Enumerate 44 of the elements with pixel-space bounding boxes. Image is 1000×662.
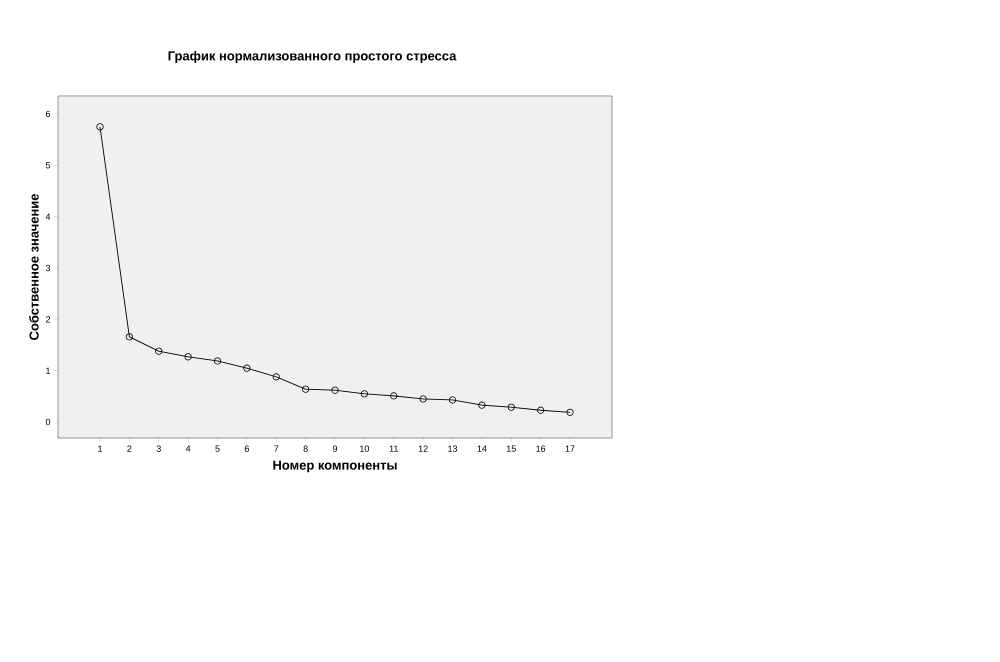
point — [243, 364, 250, 372]
x-tick-label: 11 — [390, 446, 398, 452]
x-tick-label: 9 — [332, 446, 338, 452]
x-tick-label: 17 — [566, 446, 575, 452]
y-tick-label: 5 — [46, 162, 50, 168]
point — [184, 353, 192, 360]
x-tick-label: 10 — [360, 446, 370, 452]
y-tick-label: 2 — [46, 316, 50, 322]
point — [302, 386, 310, 393]
point — [478, 402, 486, 409]
point — [331, 386, 339, 394]
chart-title: График нормализованного простого стресса — [168, 50, 456, 64]
x-tick-label: 1 — [98, 446, 102, 452]
x-tick-label: 14 — [478, 446, 487, 452]
point — [126, 333, 133, 340]
x-axis-title: Номер компоненты — [273, 460, 397, 472]
point — [420, 395, 427, 403]
point — [390, 392, 398, 400]
y-tick-label: 0 — [46, 418, 50, 426]
x-tick-label: 16 — [536, 446, 546, 452]
point — [508, 404, 515, 411]
y-tick-label: 4 — [46, 214, 50, 220]
x-tick-label: 4 — [186, 446, 190, 452]
point — [537, 406, 544, 414]
point — [96, 123, 104, 130]
point — [448, 396, 456, 404]
x-tick-label: 12 — [418, 446, 428, 452]
point — [566, 408, 574, 416]
x-tick-label: 13 — [448, 446, 458, 452]
x-tick-label: 2 — [127, 446, 132, 452]
x-tick-label: 15 — [506, 446, 516, 452]
point — [272, 373, 280, 380]
x-tick-label: 5 — [215, 446, 220, 452]
point — [155, 348, 162, 355]
y-tick-label: 6 — [46, 110, 50, 118]
point — [360, 390, 368, 398]
point — [214, 357, 222, 365]
y-axis-title: Собственное значение — [29, 194, 39, 340]
x-tick-label: 3 — [156, 446, 161, 452]
x-tick-label: 8 — [304, 446, 308, 452]
y-tick-label: 1 — [46, 368, 50, 374]
x-tick-label: 6 — [244, 446, 249, 452]
x-tick-label: 7 — [274, 446, 278, 452]
y-tick-label: 3 — [46, 264, 50, 272]
